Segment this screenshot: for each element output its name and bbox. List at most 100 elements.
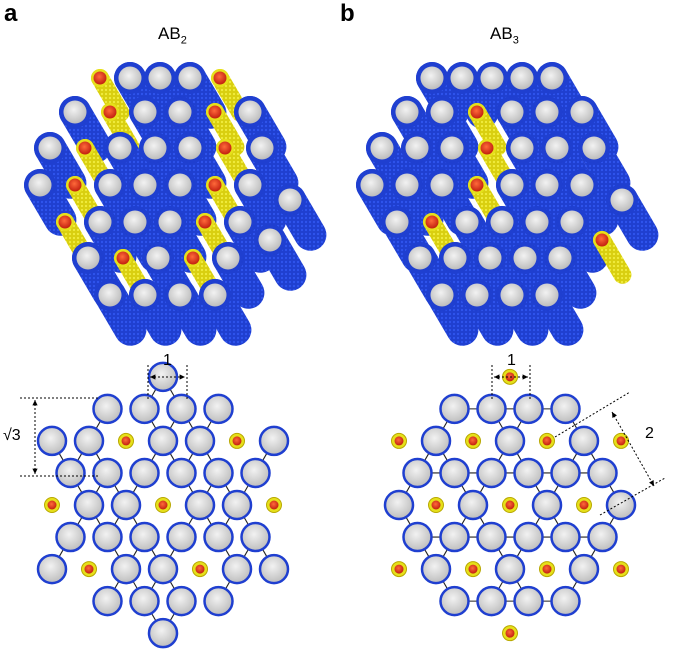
large-particle: [92, 585, 123, 617]
large-particle: [55, 521, 86, 553]
large-particle: [457, 489, 489, 521]
large-particle: [476, 393, 507, 425]
grey-core: [525, 210, 549, 234]
grey-core: [440, 136, 464, 160]
large-particle: [605, 489, 637, 521]
blue-tube: [246, 132, 299, 199]
large-particle: [240, 521, 271, 553]
panel-a-title: AB2: [158, 24, 187, 46]
grey-core: [148, 66, 172, 90]
large-particle: [402, 521, 433, 553]
blue-tube: [496, 279, 549, 346]
large-particle: [166, 457, 197, 489]
grey-core: [98, 283, 122, 307]
large-particle: [92, 521, 123, 553]
grey-core: [370, 136, 394, 160]
blue-tube: [129, 279, 182, 346]
red-core: [78, 141, 92, 155]
large-particle: [240, 457, 271, 489]
grey-core: [430, 173, 454, 197]
grey-core: [168, 100, 192, 124]
blue-tube: [234, 169, 287, 236]
grey-core: [238, 100, 262, 124]
small-particle-core: [394, 436, 404, 446]
spacing-label-b: 1: [507, 352, 516, 369]
large-particle: [439, 521, 470, 553]
small-particle-core: [542, 436, 552, 446]
large-particle: [36, 553, 68, 585]
small-particle-core: [468, 564, 478, 574]
large-particle: [420, 553, 452, 585]
large-particle: [258, 425, 290, 457]
large-particle: [494, 425, 526, 457]
blue-tube: [606, 184, 659, 251]
grey-core: [560, 210, 584, 234]
small-particle-core: [195, 564, 205, 574]
red-core: [595, 233, 609, 247]
large-particle: [439, 457, 470, 489]
blue-tube: [164, 169, 217, 236]
panel-a-title-sub: 2: [180, 34, 187, 47]
large-particle: [166, 521, 197, 553]
large-particle: [513, 585, 544, 617]
distance-arrow: [611, 411, 655, 487]
large-particle: [129, 457, 160, 489]
blue-tube: [578, 132, 631, 199]
blue-tube: [154, 206, 207, 273]
grey-core: [570, 100, 594, 124]
blue-tube: [84, 206, 137, 273]
arrowhead: [494, 374, 500, 380]
small-particle-core: [232, 436, 242, 446]
grey-core: [480, 66, 504, 90]
panel-b-tube-bundle: [356, 62, 659, 346]
red-core: [68, 178, 82, 192]
blue-tube: [274, 184, 327, 251]
red-core: [213, 71, 227, 85]
height-label-a: √3: [3, 427, 21, 444]
grey-core: [420, 66, 444, 90]
blue-tube: [461, 279, 514, 346]
grey-core: [108, 136, 132, 160]
grey-core: [216, 246, 240, 270]
grey-core: [430, 100, 454, 124]
small-particle-core: [431, 500, 441, 510]
grey-core: [540, 66, 564, 90]
blue-tube: [531, 279, 584, 346]
large-particle: [494, 553, 526, 585]
grey-core: [395, 100, 419, 124]
guide-line: [599, 477, 666, 516]
large-particle: [203, 585, 234, 617]
large-particle: [73, 425, 105, 457]
large-particle: [439, 393, 470, 425]
large-particle: [513, 393, 544, 425]
large-particle: [531, 489, 563, 521]
red-core: [116, 251, 130, 265]
grey-core: [610, 188, 634, 212]
blue-tube: [556, 206, 609, 273]
blue-tube: [199, 279, 252, 346]
blue-tube: [174, 62, 227, 129]
panel-b-title: AB3: [490, 24, 519, 46]
blue-tube: [254, 224, 307, 291]
arrowhead: [179, 374, 185, 380]
red-core: [425, 215, 439, 229]
large-particle: [166, 393, 197, 425]
large-particle: [129, 393, 160, 425]
large-particle: [203, 521, 234, 553]
red-core: [58, 215, 72, 229]
large-particle: [73, 489, 105, 521]
grey-core: [395, 173, 419, 197]
grey-core: [465, 283, 489, 307]
large-particle: [587, 521, 618, 553]
blue-tube: [566, 169, 619, 236]
grey-core: [535, 100, 559, 124]
large-particle: [476, 521, 507, 553]
grey-core: [548, 246, 572, 270]
large-particle: [110, 489, 142, 521]
grey-core: [238, 173, 262, 197]
large-particle: [92, 393, 123, 425]
grey-core: [118, 66, 142, 90]
large-particle: [203, 457, 234, 489]
small-particle-core: [269, 500, 279, 510]
large-particle: [402, 457, 433, 489]
